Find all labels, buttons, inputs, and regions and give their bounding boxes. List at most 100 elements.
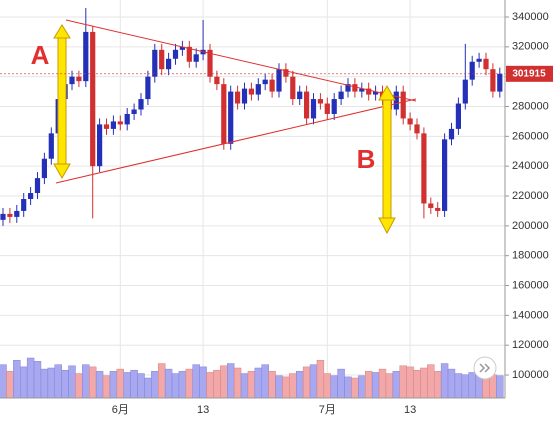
candle-body bbox=[241, 88, 248, 104]
grid bbox=[0, 0, 505, 398]
volume-bar bbox=[247, 371, 256, 399]
candle-body bbox=[207, 49, 213, 77]
candle-body bbox=[14, 210, 20, 217]
candle-body bbox=[221, 84, 227, 144]
volume-bar bbox=[47, 367, 55, 399]
volume-bar bbox=[454, 373, 463, 399]
candle-body bbox=[166, 58, 172, 70]
candle-body bbox=[310, 99, 317, 119]
volume-bar bbox=[385, 373, 394, 399]
volume-bar bbox=[275, 375, 283, 399]
volume-bar bbox=[316, 359, 325, 399]
candle-body bbox=[152, 49, 158, 77]
volume-bar bbox=[20, 366, 28, 399]
volume-bar bbox=[123, 372, 131, 399]
candle-body bbox=[304, 91, 310, 119]
candle-body bbox=[497, 73, 503, 92]
candle-body bbox=[462, 79, 468, 104]
candle-body bbox=[41, 158, 47, 179]
candle-body bbox=[235, 91, 241, 104]
candle-body bbox=[90, 31, 96, 167]
last-price-label: 301915 bbox=[512, 68, 546, 79]
volume-bar bbox=[440, 363, 449, 399]
candle-body bbox=[21, 199, 27, 211]
volume-bar bbox=[68, 365, 76, 399]
volume-bar bbox=[220, 365, 228, 399]
candle-body bbox=[338, 91, 344, 100]
volume-bar bbox=[468, 372, 476, 399]
candle-body bbox=[228, 91, 234, 144]
y-tick-label: 200000 bbox=[512, 220, 549, 232]
x-tick-label: 6月 bbox=[112, 404, 129, 416]
candle-body bbox=[145, 76, 151, 100]
candle-body bbox=[359, 88, 365, 92]
y-tick-label: 320000 bbox=[512, 41, 549, 53]
candle-body bbox=[124, 113, 130, 125]
candle-body bbox=[69, 76, 75, 85]
volume-bar bbox=[227, 363, 235, 399]
volume-bar bbox=[144, 377, 152, 399]
y-tick-label: 180000 bbox=[512, 250, 549, 262]
candle-body bbox=[179, 46, 185, 50]
scroll-button[interactable] bbox=[473, 356, 497, 380]
volume-bar bbox=[420, 367, 428, 399]
volume-bar bbox=[6, 371, 14, 399]
candle-body bbox=[448, 128, 455, 140]
volume-bar bbox=[434, 371, 442, 399]
candle-body bbox=[297, 91, 303, 100]
volume-bar bbox=[13, 359, 21, 399]
candle-body bbox=[214, 76, 220, 85]
candle-body bbox=[455, 103, 461, 129]
candle-body bbox=[400, 91, 406, 119]
volume-bar bbox=[309, 364, 318, 399]
candle-body bbox=[117, 121, 123, 125]
candle-body bbox=[172, 49, 179, 59]
arrow-a bbox=[53, 24, 71, 180]
candle-body bbox=[103, 124, 110, 129]
volume-bar bbox=[261, 364, 269, 399]
candle-body bbox=[414, 124, 420, 134]
candle-body bbox=[159, 49, 165, 70]
volume-bar bbox=[392, 371, 401, 399]
last-price-box bbox=[506, 65, 553, 82]
volume-bar bbox=[427, 364, 435, 399]
volume-bar bbox=[302, 366, 311, 399]
volume-bar bbox=[337, 368, 345, 399]
y-tick-label: 220000 bbox=[512, 190, 549, 202]
volume-bar bbox=[233, 367, 242, 399]
candle-body bbox=[442, 139, 448, 211]
candle-body bbox=[262, 79, 268, 85]
volume-bar bbox=[95, 371, 104, 399]
candle-body bbox=[345, 84, 351, 92]
candle-body bbox=[131, 109, 137, 114]
volume-bar bbox=[109, 371, 118, 399]
annotation: B bbox=[357, 144, 376, 174]
volume-bar bbox=[178, 371, 187, 399]
candle-body bbox=[373, 91, 379, 95]
candle-body bbox=[290, 76, 296, 100]
volume-bar bbox=[206, 372, 214, 399]
candle-body bbox=[97, 124, 103, 167]
volume-bar bbox=[447, 368, 456, 399]
candle-body bbox=[352, 84, 358, 92]
volume-bar bbox=[75, 373, 83, 399]
candle-body bbox=[186, 46, 192, 62]
y-tick-label: 340000 bbox=[512, 11, 549, 23]
volume-bar bbox=[158, 363, 166, 399]
volume-bar bbox=[496, 375, 504, 399]
volume-bar bbox=[82, 364, 90, 399]
candle-body bbox=[331, 99, 337, 114]
volume-bar bbox=[406, 366, 414, 399]
volume-bar bbox=[282, 376, 290, 399]
volume-bar bbox=[102, 375, 111, 399]
y-tick-label: 260000 bbox=[512, 130, 549, 142]
candle-body bbox=[193, 54, 199, 62]
candle-body bbox=[483, 58, 489, 70]
y-tick-label: 140000 bbox=[512, 309, 549, 321]
volume-bar bbox=[130, 369, 138, 399]
candle-body bbox=[435, 207, 441, 211]
volume-bar bbox=[289, 373, 297, 399]
candle-body bbox=[324, 103, 330, 114]
candle-body bbox=[421, 133, 427, 204]
